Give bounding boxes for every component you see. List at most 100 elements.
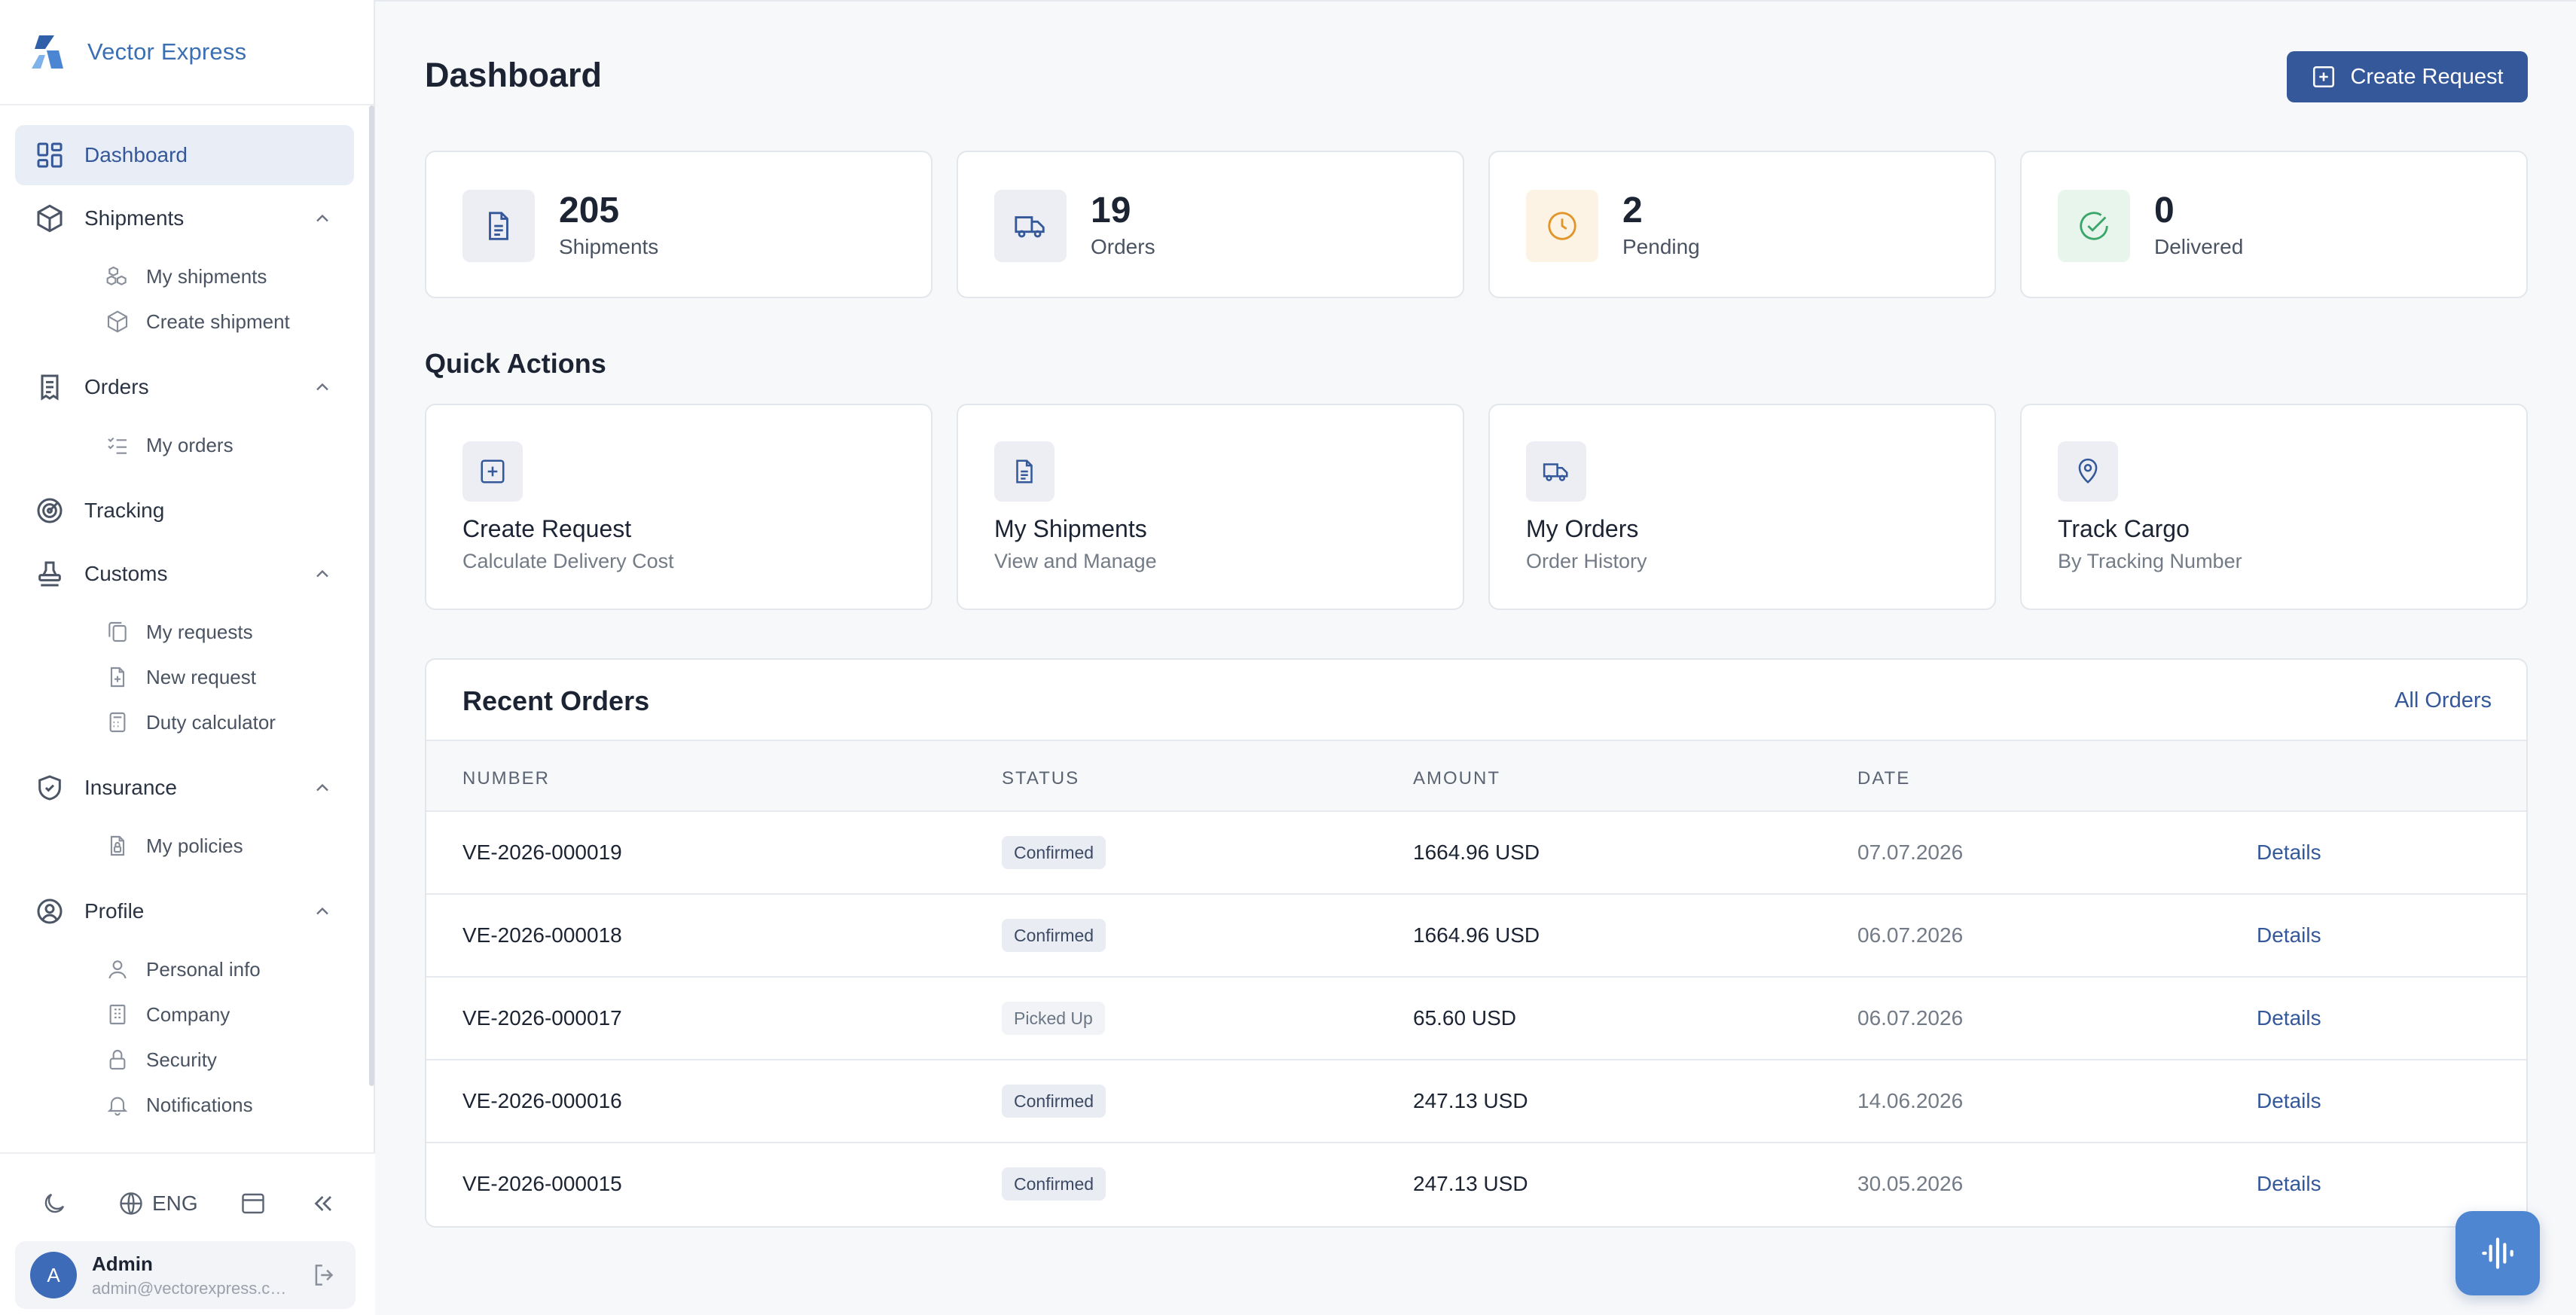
stat-icon-box xyxy=(462,190,535,262)
language-button[interactable]: ENG xyxy=(118,1182,198,1225)
qa-title: Track Cargo xyxy=(2058,515,2190,542)
sidebar-item-customs[interactable]: Customs xyxy=(15,544,354,604)
tracking-icon xyxy=(37,498,63,523)
sidebar-item-label: Customs xyxy=(84,562,168,585)
sidebar-subitem-my-policies[interactable]: My policies xyxy=(105,825,346,866)
sidebar-subitem-company[interactable]: Company xyxy=(105,994,346,1035)
document-icon xyxy=(1016,459,1033,484)
sidebar-subitem-new-request[interactable]: New request xyxy=(105,657,346,697)
sidebar-subitem-create-shipment[interactable]: Create shipment xyxy=(105,301,346,342)
create-request-button[interactable]: Create Request xyxy=(2287,51,2528,102)
chevron-up-icon[interactable] xyxy=(312,777,333,798)
order-number: VE-2026-000019 xyxy=(462,841,622,864)
chevron-up-icon[interactable] xyxy=(312,377,333,398)
sidebar-item-label: Dashboard xyxy=(84,143,188,166)
stat-icon-box xyxy=(1526,190,1598,262)
brand[interactable]: Vector Express xyxy=(0,0,374,105)
quick-action-my-orders[interactable]: My Orders Order History xyxy=(1488,404,1996,610)
details-link[interactable]: Details xyxy=(2257,1089,2321,1112)
sidebar-subitem-my-shipments[interactable]: My shipments xyxy=(105,256,346,297)
avatar: A xyxy=(30,1252,77,1298)
user-card[interactable]: A Admin admin@vectorexpress.com xyxy=(15,1241,356,1309)
logout-icon[interactable] xyxy=(310,1261,339,1289)
details-link[interactable]: Details xyxy=(2257,1006,2321,1030)
user-email: admin@vectorexpress.com xyxy=(92,1278,288,1298)
order-date: 30.05.2026 xyxy=(1857,1172,1964,1195)
sidebar-subitem-my-requests[interactable]: My requests xyxy=(105,612,346,652)
layout-toggle-button[interactable] xyxy=(240,1182,267,1225)
sidebar-item-dashboard[interactable]: Dashboard xyxy=(15,125,354,185)
chevron-up-icon[interactable] xyxy=(312,901,333,922)
user-icon xyxy=(108,960,127,979)
sidebar-nav: Dashboard Shipments My shipments Create … xyxy=(0,105,368,1145)
quick-action-track-cargo[interactable]: Track Cargo By Tracking Number xyxy=(2020,404,2528,610)
order-date: 06.07.2026 xyxy=(1857,923,1964,947)
all-orders-link[interactable]: All Orders xyxy=(2394,688,2492,712)
stat-icon-box xyxy=(2058,190,2130,262)
collapse-sidebar-button[interactable] xyxy=(310,1182,337,1225)
layout-icon xyxy=(242,1193,264,1214)
package-icon xyxy=(37,204,63,233)
sidebar-subitem-security[interactable]: Security xyxy=(105,1039,346,1080)
order-number: VE-2026-000016 xyxy=(462,1089,622,1112)
language-label: ENG xyxy=(152,1191,198,1215)
logo-icon xyxy=(32,35,63,69)
order-number: VE-2026-000017 xyxy=(462,1006,622,1030)
chevron-up-icon[interactable] xyxy=(312,208,333,229)
sidebar-subitem-label: My shipments xyxy=(146,264,267,288)
bell-icon xyxy=(107,1097,128,1116)
table-row: VE-2026-000015 Confirmed 247.13 USD 30.0… xyxy=(426,1143,2526,1226)
recent-orders-card: Recent Orders All Orders NUMBER STATUS A… xyxy=(425,658,2528,1228)
sidebar-item-label: Shipments xyxy=(84,206,185,230)
sidebar-subitem-label: My requests xyxy=(146,620,253,643)
table-row: VE-2026-000018 Confirmed 1664.96 USD 06.… xyxy=(426,895,2526,978)
plus-square-icon xyxy=(481,459,505,484)
sidebar-footer: ENG A Admin admin@vectorexpress.com xyxy=(0,1152,375,1315)
brand-name: Vector Express xyxy=(87,38,247,65)
order-number: VE-2026-000015 xyxy=(462,1172,622,1195)
order-amount: 1664.96 USD xyxy=(1413,923,1540,947)
sidebar-subitem-notifications[interactable]: Notifications xyxy=(105,1085,346,1125)
sidebar-tools: ENG xyxy=(0,1182,375,1225)
soundwave-icon xyxy=(2482,1237,2513,1269)
qa-title: Create Request xyxy=(462,515,632,542)
user-circle-icon xyxy=(37,899,63,924)
column-header-amount: AMOUNT xyxy=(1413,768,1500,789)
order-date: 07.07.2026 xyxy=(1857,841,1964,864)
details-link[interactable]: Details xyxy=(2257,1172,2321,1195)
sidebar-subitem-label: My policies xyxy=(146,834,243,857)
qa-icon-box xyxy=(462,441,523,502)
order-amount: 65.60 USD xyxy=(1413,1006,1516,1030)
chevrons-left-icon xyxy=(314,1196,331,1211)
order-date: 06.07.2026 xyxy=(1857,1006,1964,1030)
page-title: Dashboard xyxy=(425,56,603,94)
file-lock-icon xyxy=(110,835,125,856)
chevron-up-icon[interactable] xyxy=(312,563,333,584)
quick-action-create-request[interactable]: Create Request Calculate Delivery Cost xyxy=(425,404,932,610)
column-header-number: NUMBER xyxy=(462,768,551,789)
stat-value: 2 xyxy=(1622,191,1643,230)
sidebar-subitem-my-orders[interactable]: My orders xyxy=(105,425,346,465)
details-link[interactable]: Details xyxy=(2257,923,2321,947)
theme-toggle-button[interactable] xyxy=(41,1182,68,1225)
moon-icon xyxy=(44,1193,65,1213)
sidebar-subitem-label: Personal info xyxy=(146,957,261,981)
qa-title: My Shipments xyxy=(994,515,1147,542)
order-amount: 247.13 USD xyxy=(1413,1089,1528,1112)
sidebar-item-tracking[interactable]: Tracking xyxy=(15,481,354,541)
boxes-icon xyxy=(106,266,127,285)
sidebar-scrollbar[interactable] xyxy=(369,105,374,1086)
sidebar-item-orders[interactable]: Orders xyxy=(15,357,354,417)
sidebar-subitem-personal-info[interactable]: Personal info xyxy=(105,949,346,990)
shield-icon xyxy=(38,775,61,801)
qa-subtitle: Order History xyxy=(1526,550,1647,572)
sidebar-item-shipments[interactable]: Shipments xyxy=(15,188,354,249)
sidebar-subitem-duty-calculator[interactable]: Duty calculator xyxy=(105,702,346,743)
sidebar-item-insurance[interactable]: Insurance xyxy=(15,758,354,818)
sidebar-subitem-label: New request xyxy=(146,665,256,688)
sidebar-item-profile[interactable]: Profile xyxy=(15,881,354,941)
quick-action-my-shipments[interactable]: My Shipments View and Manage xyxy=(957,404,1464,610)
details-link[interactable]: Details xyxy=(2257,841,2321,864)
table-row: VE-2026-000019 Confirmed 1664.96 USD 07.… xyxy=(426,812,2526,895)
voice-assistant-button[interactable] xyxy=(2455,1211,2540,1295)
